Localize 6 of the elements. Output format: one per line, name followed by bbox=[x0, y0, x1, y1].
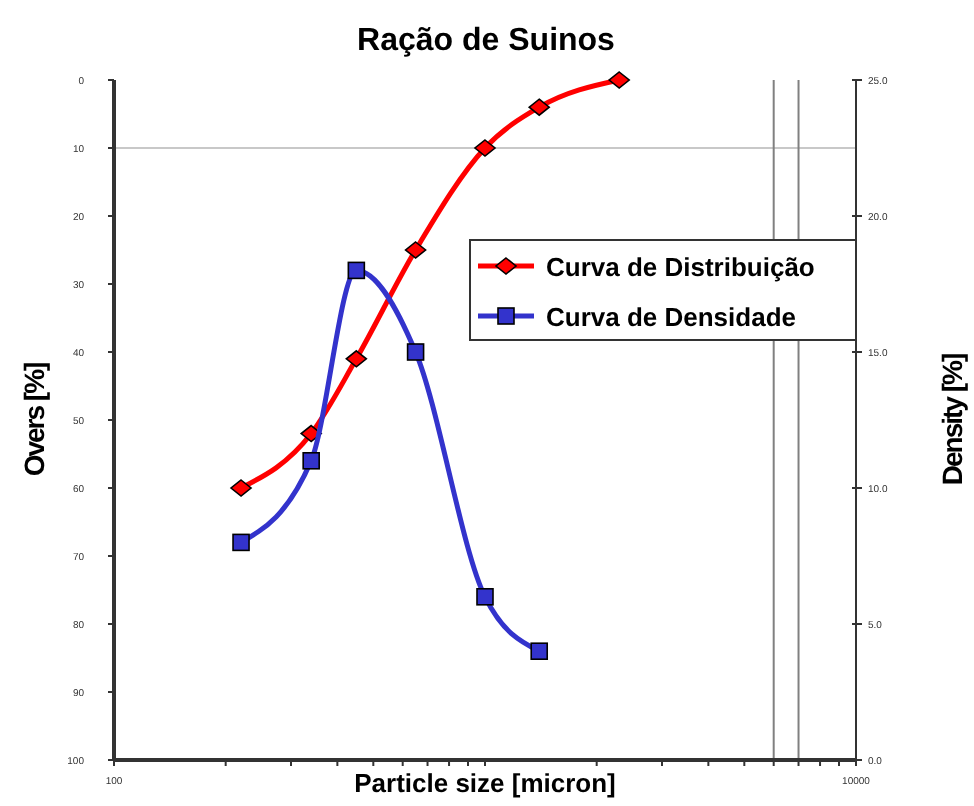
x-axis-title: Particle size [micron] bbox=[354, 768, 616, 798]
chart-title: Ração de Suinos bbox=[357, 24, 616, 58]
y2-axis-title: Density [%] bbox=[936, 354, 968, 486]
y-axis-title: Overs [%] bbox=[18, 362, 50, 477]
legend-label: Curva de Distribuição bbox=[546, 252, 815, 282]
legend-label: Curva de Densidade bbox=[546, 302, 796, 332]
